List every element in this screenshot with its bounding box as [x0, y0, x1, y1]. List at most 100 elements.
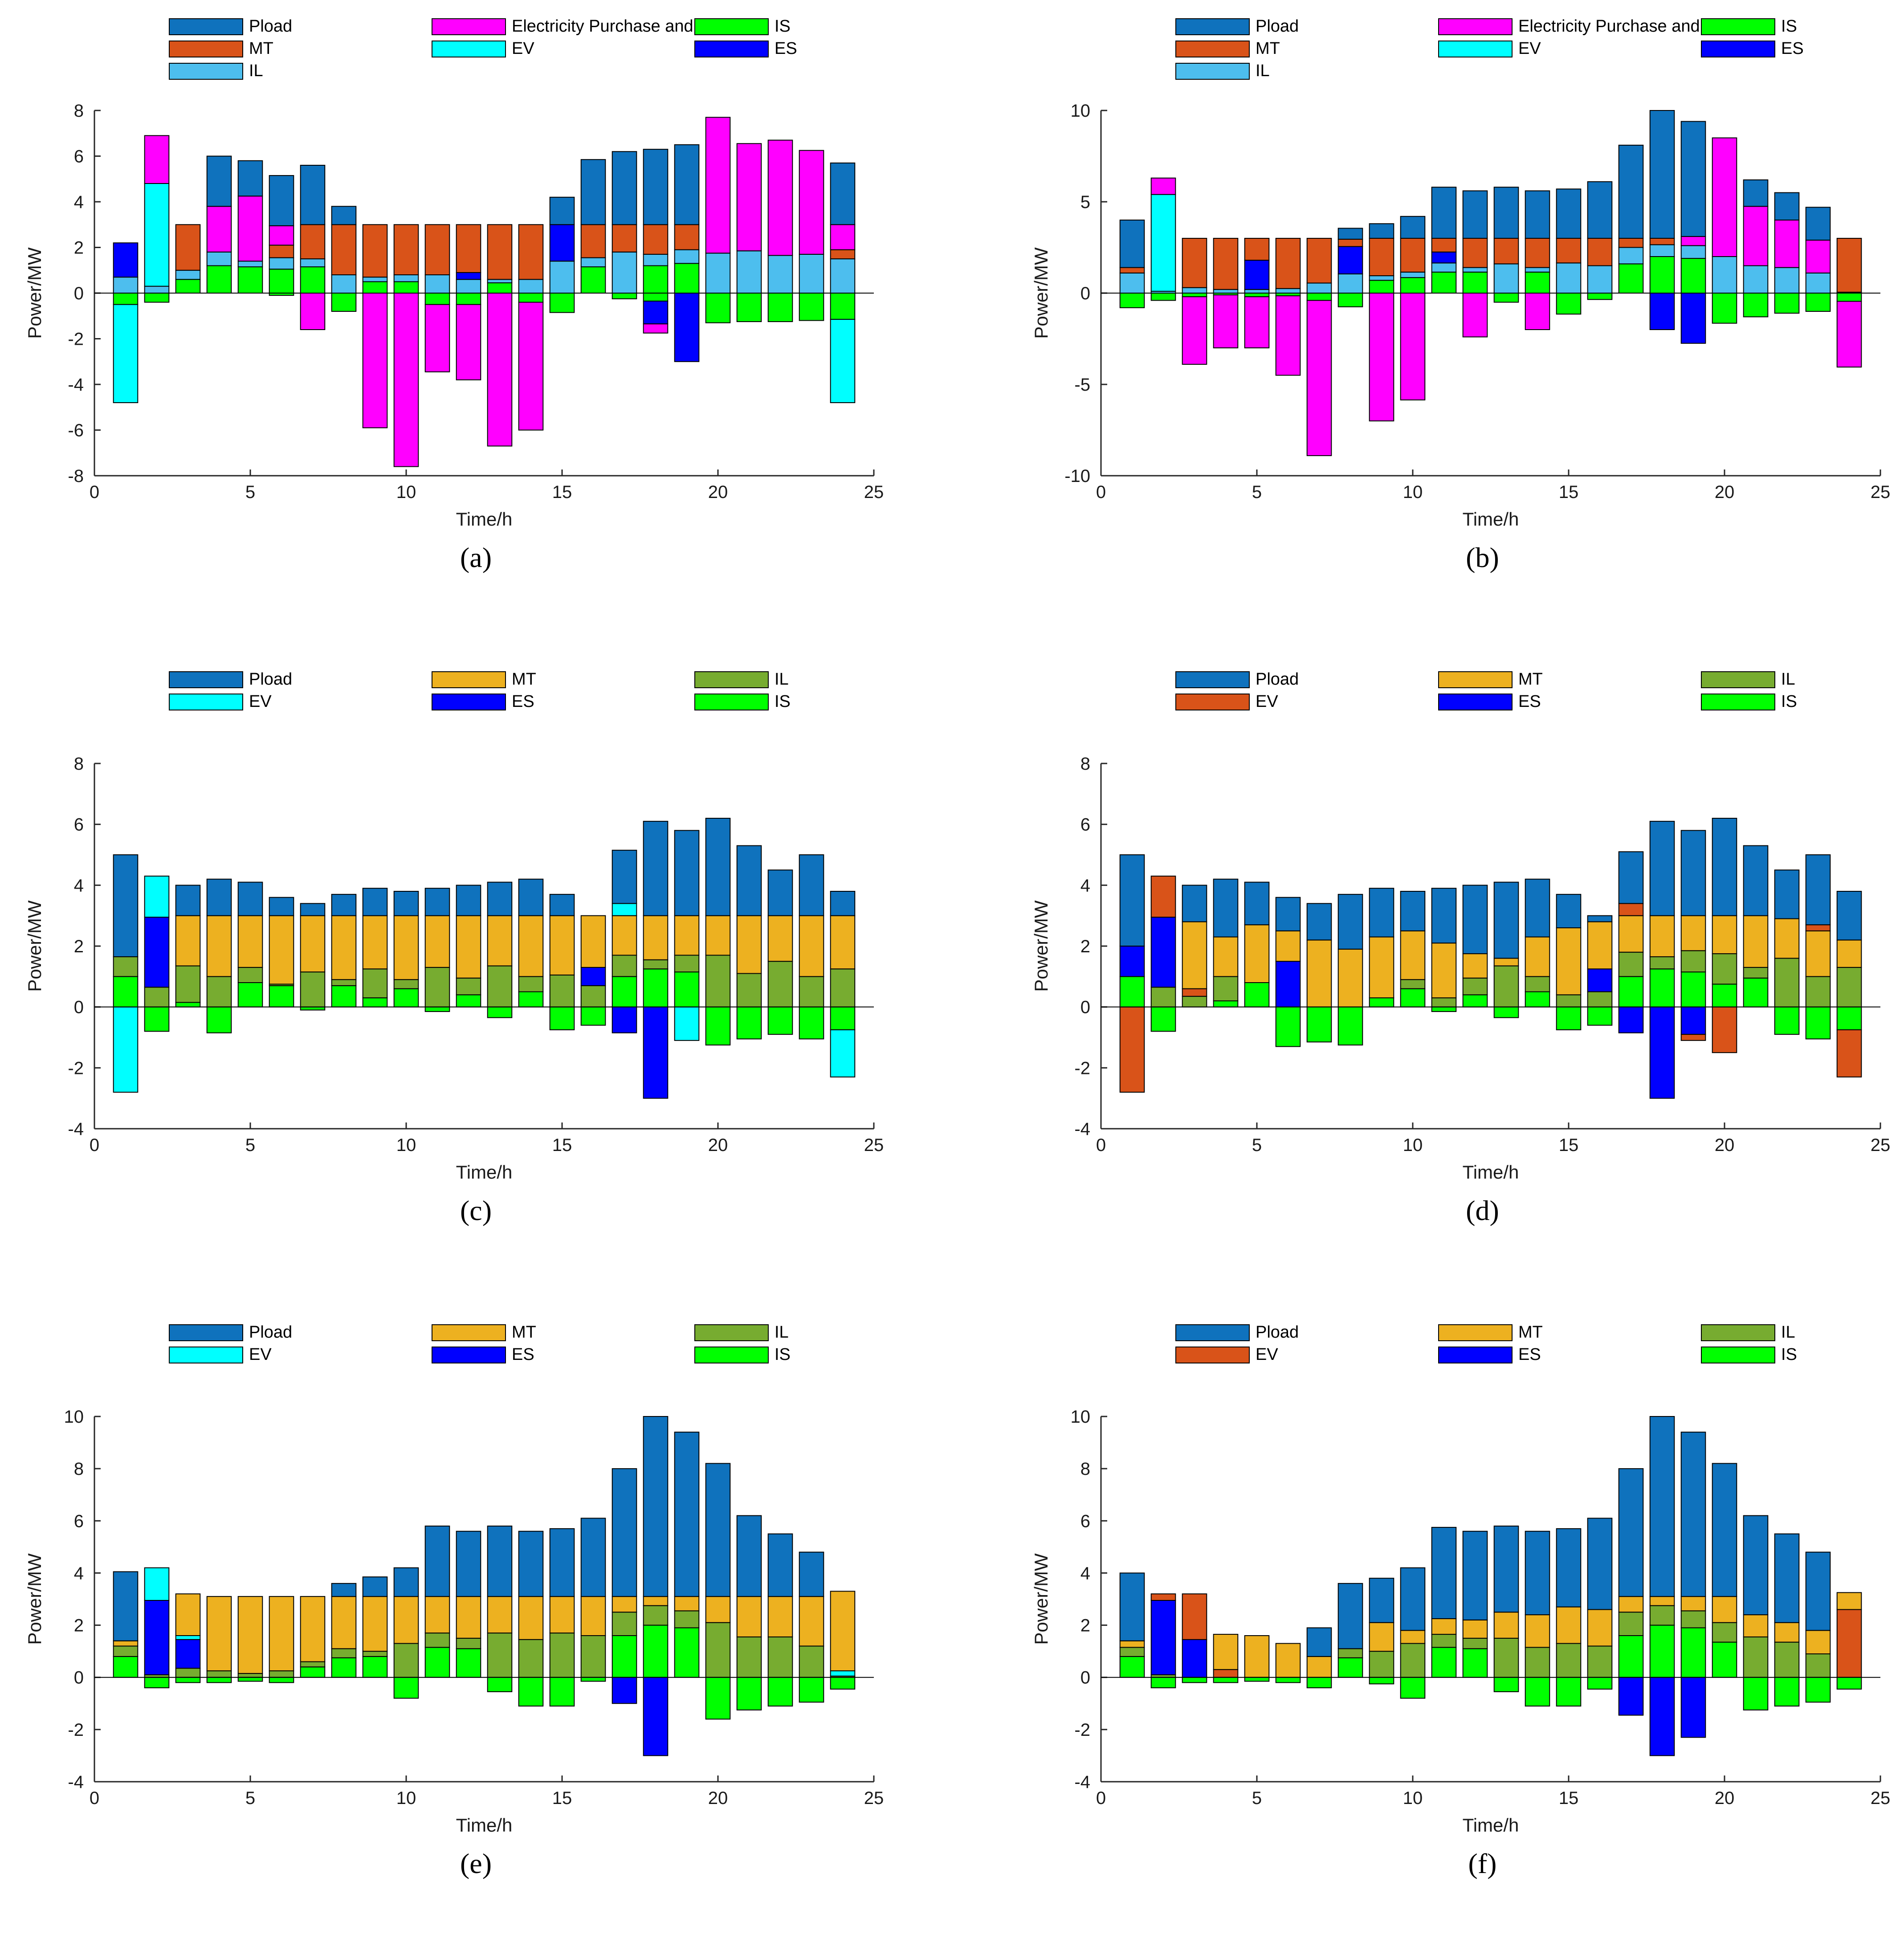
- bar-is-t9: [362, 1656, 388, 1678]
- bars: [1119, 818, 1862, 1099]
- bar-pload-t13: [1493, 187, 1519, 239]
- bar-mt-t16: [580, 224, 606, 258]
- bar-il-t23: [1805, 976, 1831, 1008]
- bar-pload-t17: [612, 1468, 637, 1597]
- bar-mt-t22: [767, 915, 793, 962]
- bar-pload-t8: [331, 894, 357, 916]
- bar-es-t19: [1680, 293, 1706, 344]
- bar-is-t19: [674, 263, 700, 294]
- bar-is-t8: [331, 1657, 357, 1678]
- legend-swatch-electricity-purchase-and-sale: [432, 18, 506, 35]
- bar-electricity-purchase-and-sale-t21: [1743, 206, 1769, 266]
- bar-il-t15: [549, 1632, 575, 1678]
- legend-label: MT: [512, 1323, 536, 1342]
- y-tick-label: 8: [74, 1459, 84, 1479]
- bar-il-t8: [1337, 1648, 1363, 1658]
- x-tick-label: 20: [708, 1135, 728, 1155]
- bar-is-t14: [518, 991, 544, 1008]
- bar-mt-t11: [424, 1596, 450, 1634]
- bar-is-t14: [518, 1677, 544, 1707]
- bar-mt-t13: [1493, 958, 1519, 967]
- bar-il-t9: [1369, 275, 1394, 281]
- bar-is-t13: [487, 1006, 513, 1018]
- legend-label: Pload: [249, 670, 292, 689]
- bar-is-t11: [424, 1006, 450, 1012]
- bar-electricity-purchase-and-sale-t10: [1400, 293, 1426, 400]
- bar-is-t22: [767, 1677, 793, 1707]
- x-tick-label: 5: [245, 1135, 255, 1155]
- bar-mt-t20: [1712, 915, 1737, 955]
- bar-il-t17: [1618, 1612, 1644, 1636]
- legend: Pload MT IL EV ES IS: [169, 670, 791, 711]
- bar-il-t1: [1119, 1647, 1145, 1657]
- bar-mt-t5: [1244, 924, 1270, 984]
- bar-pload-t8: [331, 206, 357, 225]
- bar-es-t17: [1618, 1006, 1644, 1033]
- bar-electricity-purchase-and-sale-t20: [705, 117, 731, 254]
- x-tick-label: 15: [552, 482, 572, 502]
- bar-ev-t1: [1119, 1006, 1145, 1093]
- x-tick-label: 10: [396, 482, 416, 502]
- bars: [1119, 110, 1862, 456]
- y-tick-label: 0: [74, 1668, 84, 1688]
- y-tick-label: 4: [74, 192, 84, 212]
- bar-pload-t16: [580, 1518, 606, 1597]
- bar-is-t8: [1337, 293, 1363, 307]
- bar-is-t20: [1712, 293, 1737, 324]
- legend-swatch-il: [694, 671, 769, 688]
- bar-il-t9: [1369, 1651, 1394, 1678]
- bar-mt-t15: [1556, 238, 1582, 264]
- bar-il-t6: [269, 1670, 294, 1678]
- bar-is-t7: [300, 266, 326, 294]
- bar-pload-t14: [518, 878, 544, 916]
- bar-is-t6: [269, 269, 294, 294]
- bar-mt-t3: [175, 915, 201, 967]
- bar-pload-t18: [1649, 820, 1675, 916]
- legend-label: Pload: [1256, 17, 1299, 36]
- bar-il-t23: [1805, 1653, 1831, 1678]
- chart-c-svg: Pload MT IL EV ES IS -4 -2 0 2 4 6 8 0 5 10 15 20 25 Time/h…: [24, 670, 884, 1183]
- bar-il-t10: [393, 1643, 419, 1678]
- legend-label: MT: [1518, 1323, 1543, 1342]
- legend-swatch-ev: [1438, 41, 1513, 57]
- legend-swatch-mt: [169, 41, 243, 57]
- y-tick-label: 5: [1080, 192, 1090, 212]
- bar-electricity-purchase-and-sale-t6: [269, 225, 294, 246]
- y-axis-title: Power/MW: [24, 900, 45, 992]
- bar-il-t24: [1836, 967, 1862, 1008]
- bar-is-t10: [1400, 988, 1426, 1008]
- panel-label-b: (b): [1466, 542, 1499, 573]
- bar-il-t23: [799, 976, 824, 1008]
- x-tick-label: 15: [1559, 1135, 1579, 1155]
- y-tick-label: 6: [74, 147, 84, 167]
- bar-pload-t22: [767, 1533, 793, 1597]
- bars: [113, 818, 856, 1099]
- bar-is-t16: [580, 1677, 606, 1682]
- bar-il-t11: [424, 1632, 450, 1648]
- bar-mt-t20: [705, 915, 731, 956]
- y-tick-label: -4: [68, 1772, 84, 1792]
- x-tick-label: 15: [552, 1788, 572, 1808]
- bar-pload-t19: [1680, 1432, 1706, 1597]
- bar-il-t12: [456, 977, 481, 996]
- bar-il-t21: [1743, 967, 1769, 979]
- bar-il-t10: [393, 979, 419, 989]
- bar-pload-t20: [705, 1463, 731, 1597]
- bar-is-t9: [1369, 280, 1394, 294]
- bar-ev-t24: [1836, 1029, 1862, 1077]
- x-axis-title: Time/h: [1463, 509, 1519, 530]
- bar-il-t7: [1306, 282, 1332, 294]
- y-tick-label: -6: [68, 421, 84, 441]
- bar-is-t14: [518, 293, 544, 303]
- x-tick-label: 25: [864, 482, 884, 502]
- bar-il-t20: [1712, 953, 1737, 985]
- bar-il-t1: [113, 277, 139, 294]
- legend-label: EV: [1256, 692, 1278, 711]
- x-tick-label: 0: [1096, 1135, 1106, 1155]
- bar-is-t18: [643, 968, 669, 1008]
- bar-il-t17: [612, 955, 637, 977]
- bar-ev-t2: [144, 875, 170, 918]
- bar-pload-t22: [767, 869, 793, 916]
- bar-is-t5: [237, 266, 263, 294]
- y-axis-title: Power/MW: [24, 1553, 45, 1645]
